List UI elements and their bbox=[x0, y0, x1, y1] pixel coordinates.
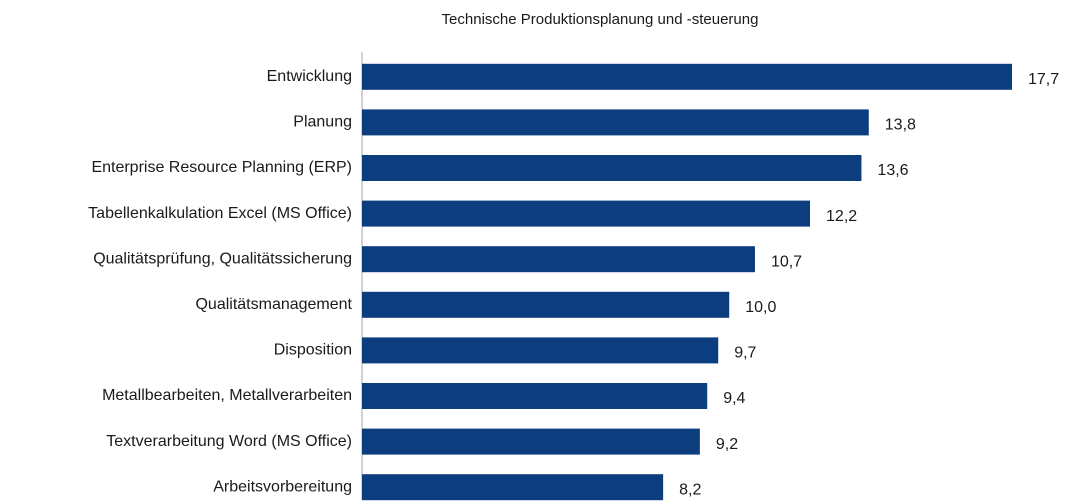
bar bbox=[362, 337, 719, 364]
value-label: 9,7 bbox=[734, 345, 756, 362]
bar bbox=[362, 109, 869, 136]
category-label: Disposition bbox=[274, 342, 352, 359]
value-label: 17,7 bbox=[1028, 71, 1059, 88]
category-label: Arbeitsvorbereitung bbox=[213, 478, 352, 495]
value-label: 13,6 bbox=[877, 162, 908, 179]
bar bbox=[362, 428, 700, 455]
bar bbox=[362, 200, 811, 227]
bar bbox=[362, 63, 1012, 90]
chart-title: Technische Produktionsplanung und -steue… bbox=[442, 11, 759, 28]
category-label: Tabellenkalkulation Excel (MS Office) bbox=[88, 205, 352, 222]
category-label: Metallbearbeiten, Metallverarbeiten bbox=[102, 387, 352, 404]
bar bbox=[362, 155, 862, 181]
value-label: 9,4 bbox=[723, 390, 745, 407]
category-label: Textverarbeitung Word (MS Office) bbox=[106, 433, 352, 450]
bar bbox=[362, 246, 755, 273]
category-label: Qualitätsmanagement bbox=[195, 296, 352, 313]
category-label: Qualitätsprüfung, Qualitätssicherung bbox=[93, 250, 352, 267]
category-label: Planung bbox=[293, 114, 352, 131]
category-label: Enterprise Resource Planning (ERP) bbox=[91, 159, 352, 176]
value-label: 12,2 bbox=[826, 208, 857, 225]
bar bbox=[362, 383, 708, 409]
value-label: 8,2 bbox=[679, 481, 701, 498]
value-label: 13,8 bbox=[885, 117, 916, 134]
value-label: 9,2 bbox=[716, 436, 738, 453]
value-label: 10,7 bbox=[771, 253, 802, 270]
bar bbox=[362, 474, 664, 501]
category-label: Entwicklung bbox=[267, 68, 352, 85]
bar bbox=[362, 291, 730, 318]
value-label: 10,0 bbox=[745, 299, 776, 316]
